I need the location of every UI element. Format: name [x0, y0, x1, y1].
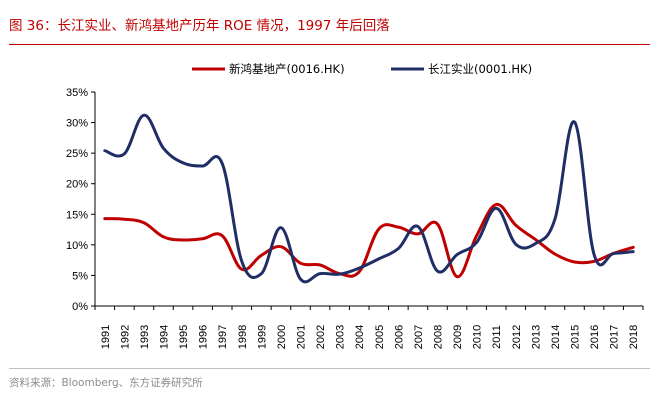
line-chart: 新鸿基地产(0016.HK) 长江实业(0001.HK) 0% 5% 10% 15% 2…: [66, 62, 644, 349]
x-tick-label: 1996: [198, 325, 210, 349]
y-tick-label: 15%: [66, 209, 88, 221]
y-tick-label: 25%: [66, 148, 88, 160]
x-tick-label: 2013: [530, 325, 542, 349]
figure-source: 资料来源：Bloomberg、东方证券研究所: [9, 377, 203, 389]
x-tick-label: 2007: [413, 325, 425, 349]
x-tick-label: 2017: [609, 325, 621, 349]
x-tick-label: 2014: [550, 325, 562, 349]
y-tick-label: 10%: [66, 240, 88, 252]
x-tick-label: 2003: [335, 325, 347, 349]
y-tick-label: 5%: [72, 270, 88, 282]
x-tick-label: 2001: [296, 325, 308, 349]
y-tick-label: 20%: [66, 179, 88, 191]
x-tick-label: 2018: [628, 325, 640, 349]
x-tick-label: 1997: [217, 325, 229, 349]
x-tick-label: 2006: [393, 325, 405, 349]
x-tick-label: 2012: [511, 325, 523, 349]
x-axis: 1991 1992 1993 1994 1995 1996 1997 1998 1999 2000…: [94, 305, 644, 349]
x-tick-label: 2015: [570, 325, 582, 349]
legend-label-red: 新鸿基地产(0016.HK): [229, 62, 345, 76]
x-tick-label: 2011: [491, 325, 503, 349]
x-tick-label: 1992: [119, 325, 131, 349]
legend-label-navy: 长江实业(0001.HK): [428, 62, 532, 76]
source-rule: [9, 368, 650, 369]
x-tick-label: 2008: [433, 325, 445, 349]
x-tick-label: 1995: [178, 325, 190, 349]
x-tick-label: 2004: [354, 325, 366, 349]
x-tick-label: 2016: [589, 325, 601, 349]
x-tick-label: 2002: [315, 325, 327, 349]
plot-lines: [103, 113, 635, 284]
series-line-ckh: [103, 113, 635, 284]
x-tick-label: 2000: [276, 325, 288, 349]
title-rule: [9, 44, 650, 45]
x-tick-label: 1993: [139, 325, 151, 349]
x-tick-label: 1994: [159, 325, 171, 349]
x-tick-label: 1998: [237, 325, 249, 349]
x-tick-label: 2009: [452, 325, 464, 349]
y-tick-label: 30%: [66, 118, 88, 130]
x-tick-label: 1999: [256, 325, 268, 349]
x-tick-label: 2010: [472, 325, 484, 349]
figure-title: 图 36：长江实业、新鸿基地产历年 ROE 情况，1997 年后回落: [9, 18, 390, 34]
x-tick-label: 2005: [374, 325, 386, 349]
y-axis: 0% 5% 10% 15% 20% 25% 30% 35%: [66, 87, 96, 313]
x-tick-label: 1991: [100, 325, 112, 349]
legend: 新鸿基地产(0016.HK) 长江实业(0001.HK): [192, 62, 532, 76]
series-line-shkp: [103, 202, 635, 279]
y-tick-label: 35%: [66, 87, 88, 99]
y-tick-label: 0%: [72, 301, 88, 313]
